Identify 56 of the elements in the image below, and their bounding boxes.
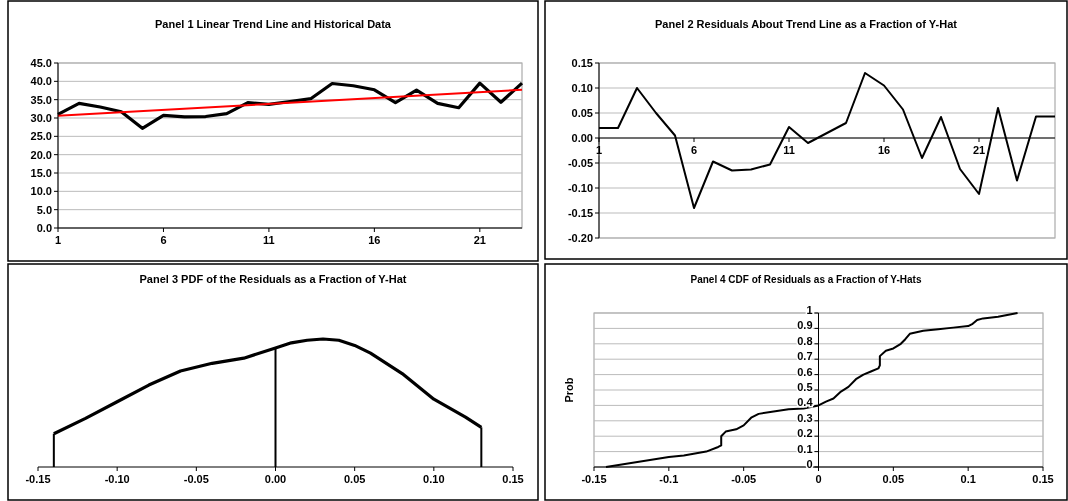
- y-axis-title: Prob: [563, 377, 575, 403]
- y-tick-label: 1: [806, 304, 813, 316]
- y-tick-label: 0.05: [571, 107, 593, 119]
- y-tick-label: 40.0: [30, 75, 52, 88]
- x-tick-label: 11: [783, 144, 795, 156]
- x-tick-label: 21: [473, 234, 486, 246]
- x-tick-label: 1: [54, 234, 62, 246]
- y-tick-label: -0.15: [567, 207, 593, 219]
- x-tick-label: 16: [368, 234, 381, 246]
- y-tick-label: 45.0: [30, 57, 52, 69]
- y-tick-label: -0.05: [567, 157, 593, 169]
- y-tick-label: 25.0: [30, 130, 52, 143]
- chart-title: Panel 1 Linear Trend Line and Historical Data: [155, 18, 392, 30]
- chart-title: Panel 2 Residuals About Trend Line as a Fraction of Y-Hat: [655, 18, 958, 30]
- y-tick-label: 0.5: [797, 381, 813, 393]
- x-tick-label: -0.10: [104, 473, 130, 485]
- x-tick-label: 11: [263, 234, 275, 246]
- y-tick-label: 0.00: [571, 132, 593, 144]
- y-tick-label: 0.4: [797, 396, 814, 409]
- y-tick-label: 0.2: [797, 427, 813, 440]
- x-tick-label: 0.15: [502, 473, 524, 485]
- y-tick-label: 20.0: [30, 148, 52, 161]
- chart-title: Panel 4 CDF of Residuals as a Fraction of Y-Hats: [690, 274, 922, 285]
- y-tick-label: 0.1: [797, 442, 813, 455]
- x-tick-label: -0.05: [183, 473, 209, 485]
- y-tick-label: 10.0: [30, 185, 52, 198]
- x-tick-label: -0.1: [659, 473, 679, 485]
- y-tick-label: 0.8: [797, 334, 813, 347]
- x-tick-label: -0.05: [731, 473, 757, 485]
- y-tick-label: 0.10: [571, 82, 593, 94]
- y-tick-label: 0.15: [571, 57, 593, 69]
- y-tick-label: 0.0: [36, 222, 52, 234]
- x-tick-label: 21: [972, 144, 986, 156]
- y-tick-label: 0.6: [797, 365, 813, 378]
- y-tick-label: -0.10: [567, 182, 593, 194]
- chart-title: Panel 3 PDF of the Residuals as a Fraction of Y-Hat: [139, 273, 407, 285]
- y-tick-label: 0: [806, 458, 813, 470]
- x-tick-label: 0.05: [343, 473, 366, 485]
- x-tick-label: 0: [815, 473, 822, 485]
- y-tick-label: 35.0: [30, 93, 52, 106]
- y-tick-label: 30.0: [30, 112, 52, 124]
- y-tick-label: -0.20: [567, 232, 593, 244]
- x-tick-label: 6: [160, 234, 167, 246]
- x-tick-label: 0.10: [423, 473, 445, 485]
- x-tick-label: 0.05: [882, 473, 905, 485]
- x-tick-label: -0.15: [581, 473, 607, 485]
- y-tick-label: 0.9: [797, 319, 813, 332]
- x-tick-label: 0.15: [1032, 473, 1054, 485]
- y-tick-label: 5.0: [36, 203, 52, 216]
- y-tick-label: 0.7: [797, 350, 813, 363]
- x-tick-label: 0.1: [960, 473, 976, 485]
- y-tick-label: 0.3: [797, 411, 813, 424]
- x-tick-label: 6: [690, 144, 698, 156]
- x-tick-label: 16: [877, 144, 891, 156]
- y-tick-label: 15.0: [30, 167, 52, 179]
- x-tick-label: 0.00: [264, 473, 287, 485]
